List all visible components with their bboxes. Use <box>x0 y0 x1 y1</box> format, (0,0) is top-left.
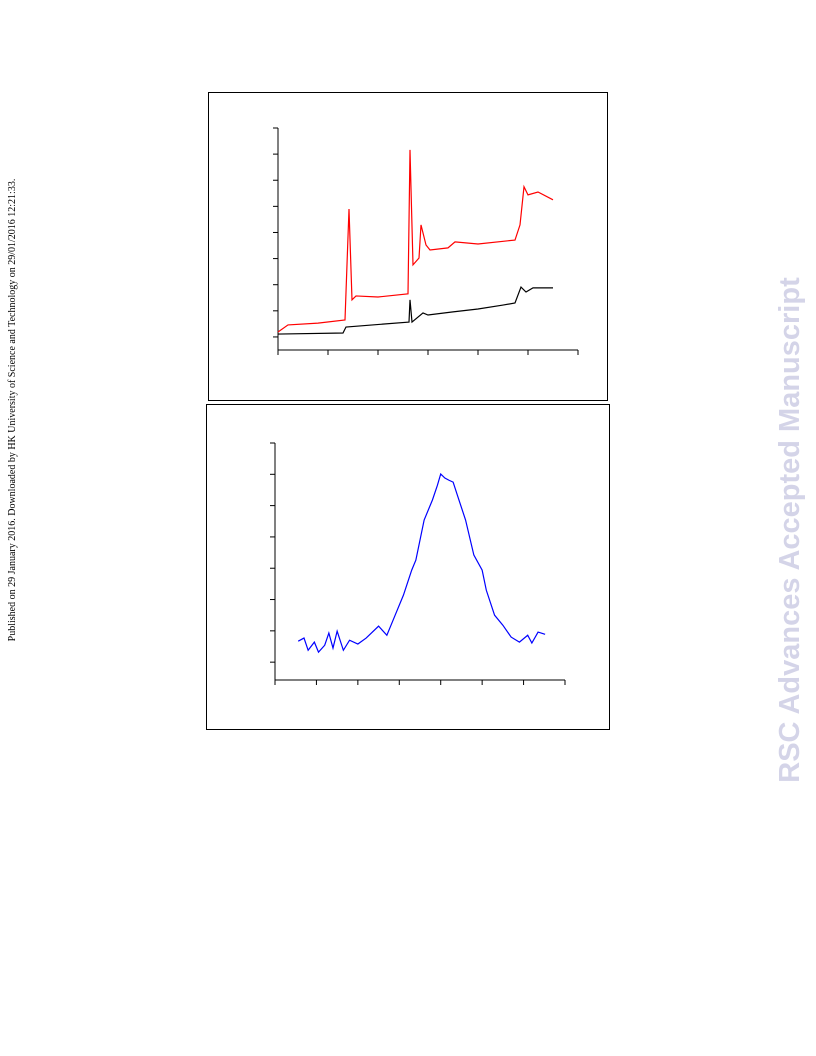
figure-frame <box>206 404 610 730</box>
figure-frame <box>208 92 608 401</box>
side-note: Published on 29 January 2016. Downloaded… <box>7 179 18 642</box>
watermark: RSC Advances Accepted Manuscript <box>774 277 806 783</box>
data-line <box>297 472 546 654</box>
data-line <box>277 149 554 333</box>
data-line <box>277 285 553 335</box>
